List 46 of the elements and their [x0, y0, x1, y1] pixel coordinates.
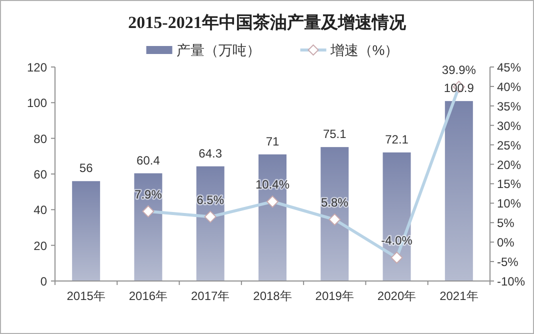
- y-tick-label: 120: [26, 60, 48, 74]
- legend-label: 增速（%）: [329, 42, 399, 58]
- data-label: 71: [266, 134, 280, 148]
- data-label: 39.9%: [442, 62, 476, 77]
- bar: [196, 166, 224, 281]
- y2-tick-label: 25%: [497, 138, 522, 152]
- bar: [320, 147, 349, 281]
- y-tick-label: 100: [26, 96, 48, 110]
- data-label: 5.8%: [320, 196, 349, 210]
- data-label: 72.1: [385, 132, 409, 146]
- data-label: 7.9%: [134, 187, 162, 202]
- data-label: 100.9: [444, 81, 474, 96]
- y2-tick-label: 30%: [497, 118, 522, 133]
- y2-tick-label: 45%: [497, 60, 522, 74]
- legend-label: 产量（万吨）: [176, 42, 260, 58]
- bar: [444, 101, 473, 281]
- x-tick-label: 2020年: [377, 289, 416, 303]
- y-tick-label: 60: [34, 168, 48, 182]
- y2-tick-label: 20%: [497, 158, 522, 172]
- y2-tick-label: -5%: [497, 255, 519, 270]
- y-tick-label: 80: [34, 132, 48, 146]
- data-label: 75.1: [322, 127, 347, 142]
- data-label: 56: [79, 161, 94, 176]
- y2-tick-label: 40%: [497, 80, 522, 94]
- y-tick-label: 20: [34, 238, 48, 253]
- bar: [134, 173, 162, 281]
- data-label: 6.5%: [196, 192, 224, 207]
- y2-tick-label: 35%: [497, 99, 522, 114]
- y-tick-label: 40: [34, 203, 48, 218]
- bar: [72, 181, 100, 281]
- y-tick-label: 0: [40, 274, 48, 288]
- x-tick-label: 2015年: [66, 289, 106, 303]
- data-label: 64.3: [198, 146, 222, 160]
- x-tick-label: 2016年: [128, 289, 168, 303]
- bar: [382, 152, 411, 281]
- chart-title: 2015-2021年中国茶油产量及增速情况: [128, 13, 407, 32]
- data-label: 60.4: [136, 153, 160, 168]
- y2-tick-label: 15%: [497, 177, 522, 192]
- y2-tick-label: -10%: [497, 274, 526, 288]
- x-tick-label: 2018年: [253, 289, 292, 303]
- x-tick-label: 2021年: [440, 289, 478, 303]
- y2-tick-label: 10%: [497, 196, 522, 211]
- x-tick-label: 2017年: [191, 289, 230, 303]
- y2-tick-label: 5%: [497, 216, 515, 230]
- y2-tick-label: 0%: [497, 236, 515, 250]
- x-tick-label: 2019年: [315, 289, 354, 303]
